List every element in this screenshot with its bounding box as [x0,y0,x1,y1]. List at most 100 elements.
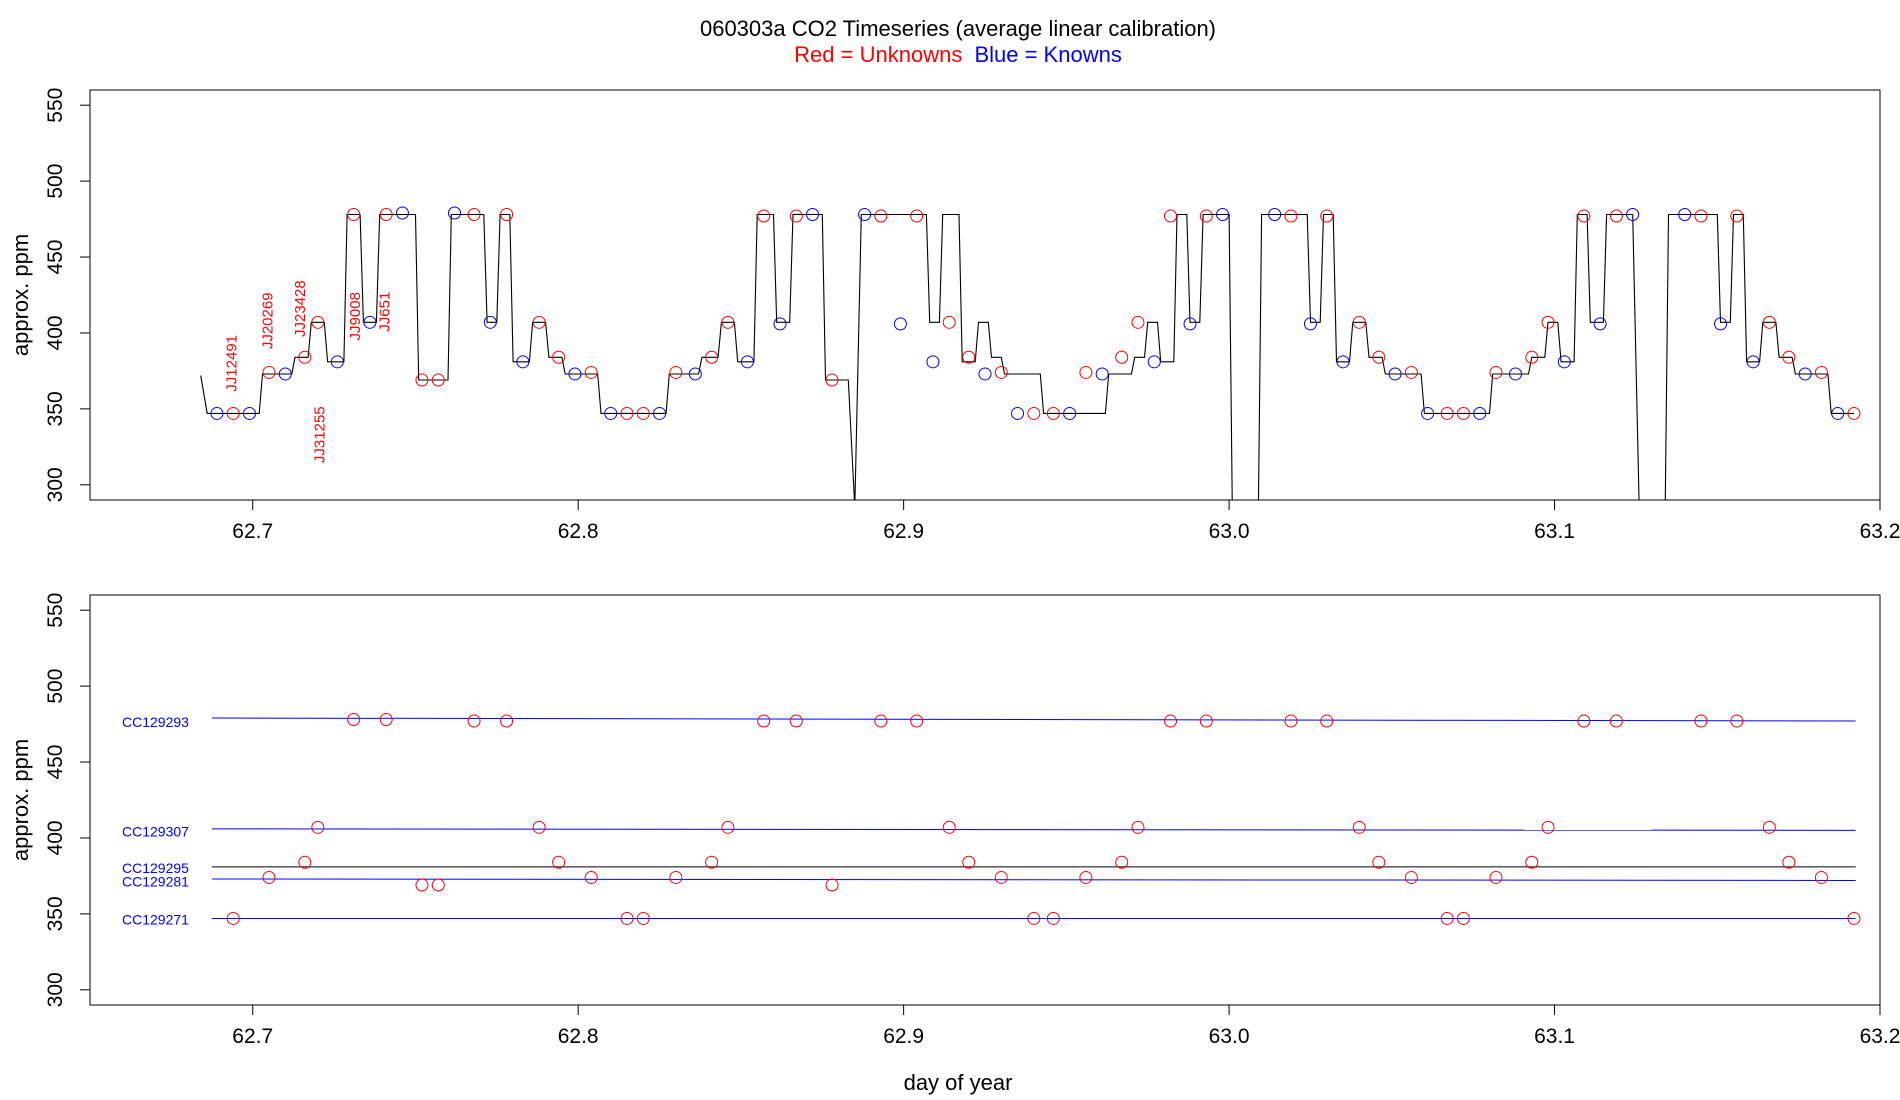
unknown-point [298,350,312,364]
bottom-plot-frame [89,594,1881,1006]
standard-label: CC129295 [122,860,189,876]
unknown-point [757,714,771,728]
known-point [363,315,377,329]
unknown-point [1352,820,1366,834]
unknown-point [1027,406,1041,420]
unknown-point [226,911,240,925]
known-point [1147,355,1161,369]
unknown-point [994,365,1008,379]
tank-annotation: JJ12491 [223,335,240,392]
tank-annotation: JJ651 [376,292,393,332]
known-point [740,355,754,369]
x-tick-label: 63.2 [1860,520,1900,543]
known-point [773,317,787,331]
unknown-point [1525,350,1539,364]
unknown-point [1541,820,1555,834]
unknown-point [942,315,956,329]
unknown-point [1320,209,1334,223]
x-tick-label: 63.1 [1534,1025,1575,1048]
unknown-point [311,315,325,329]
known-point [1388,367,1402,381]
unknown-point [1372,350,1386,364]
unknown-point [789,714,803,728]
unknown-point [1609,209,1623,223]
known-point [1678,208,1692,222]
known-point [483,315,497,329]
y-tick-label: 550 [44,88,67,123]
unknown-point [721,315,735,329]
top-annotations-group: JJ12491 JJ20269 JJ23428 JJ31255 JJ9008 JJ651 [223,280,393,463]
standard-line [212,717,1856,722]
unknown-point [1525,855,1539,869]
known-point [806,208,820,222]
standard-line [212,878,1856,881]
unknown-point [1456,406,1470,420]
x-tick-label: 63.0 [1209,1025,1250,1048]
known-point [1557,355,1571,369]
unknown-point [1284,209,1298,223]
unknown-point [1489,365,1503,379]
legend-red: Red = Unknowns [794,42,962,67]
unknown-point [1577,714,1591,728]
chart-title: 060303a CO2 Timeseries (average linear c… [700,16,1216,41]
unknown-point [962,855,976,869]
unknown-point [1164,209,1178,223]
unknown-point [1404,870,1418,884]
unknown-point [789,209,803,223]
unknown-point [415,878,429,892]
known-point [1746,355,1760,369]
unknown-point [1199,209,1213,223]
unknown-point [1782,855,1796,869]
tank-annotation: JJ31255 [311,406,328,463]
unknown-point [1814,870,1828,884]
unknown-point [500,714,514,728]
unknown-point [1115,350,1129,364]
known-point [242,406,256,420]
unknown-point [1046,406,1060,420]
unknown-point [1730,209,1744,223]
unknown-point [311,820,325,834]
unknown-point [1115,855,1129,869]
unknown-point [347,208,361,222]
unknown-point [532,820,546,834]
known-point [395,206,409,220]
unknown-point [1814,365,1828,379]
known-point [1303,317,1317,331]
known-point [688,367,702,381]
unknown-point [1131,315,1145,329]
unknown-point [532,315,546,329]
unknown-point [636,406,650,420]
y-tick-label: 550 [44,593,67,628]
unknown-point [874,209,888,223]
x-tick-label: 62.9 [883,1025,924,1048]
unknown-point [636,911,650,925]
unknown-point [500,208,514,222]
y-tick-label: 350 [44,896,67,931]
unknown-point [262,365,276,379]
unknown-point [1541,315,1555,329]
x-tick-label: 62.7 [232,520,273,543]
tank-annotation: JJ23428 [292,280,309,337]
unknown-point [874,714,888,728]
standard-label: CC129293 [122,714,189,730]
unknown-point [757,209,771,223]
unknown-point [669,870,683,884]
unknown-point [1079,870,1093,884]
y-tick-label: 500 [44,164,67,199]
unknown-point [298,855,312,869]
unknown-point [379,208,393,222]
top-x-axis: 62.7 62.8 62.9 63.0 63.1 63.2 [232,499,1900,543]
unknown-point [620,911,634,925]
known-point [1011,406,1025,420]
known-point [1336,355,1350,369]
unknown-point [994,870,1008,884]
unknown-point [1352,315,1366,329]
unknown-point [1199,714,1213,728]
standard-label: CC129307 [122,823,189,839]
known-point [926,355,940,369]
unknown-point [1609,714,1623,728]
known-point [1714,317,1728,331]
standard-label: CC129281 [122,874,189,890]
